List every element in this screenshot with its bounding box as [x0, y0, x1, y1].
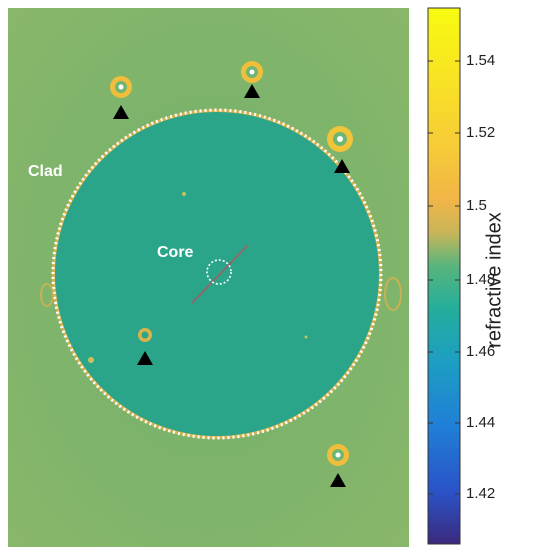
colorbar-tick-label: 1.44 — [466, 414, 496, 431]
colorbar-tick-label: 1.54 — [466, 52, 496, 69]
colorbar-tick-label: 1.52 — [466, 124, 496, 141]
ring-defect — [327, 444, 349, 466]
colorbar-title: refractive index — [483, 212, 506, 348]
colorbar-tick-label: 1.5 — [466, 197, 487, 214]
colorbar-tick-label: 1.48 — [466, 271, 496, 288]
clad-region — [55, 112, 379, 436]
colorbar-tick-label: 1.42 — [466, 485, 496, 502]
clad-label: Clad — [28, 163, 63, 180]
triangle-marker-icon — [334, 159, 350, 173]
triangle-marker-icon — [137, 351, 153, 365]
triangle-marker-icon — [244, 84, 260, 98]
core-dotted-outline — [206, 259, 232, 285]
speckle — [304, 335, 308, 339]
colorbar — [427, 7, 461, 545]
ring-defect — [327, 126, 353, 152]
ring-defect — [138, 328, 152, 342]
core-label: Core — [157, 244, 194, 261]
ring-defect — [241, 61, 263, 83]
ring-defect — [110, 76, 132, 98]
edge-artifact — [384, 277, 402, 311]
edge-artifact — [40, 283, 54, 307]
clad-dotted-outline — [51, 108, 383, 440]
speckle — [182, 192, 186, 196]
colorbar-ticks — [428, 60, 460, 495]
triangle-marker-icon — [330, 473, 346, 487]
speckle — [88, 357, 94, 363]
core-line-profile — [191, 244, 249, 304]
triangle-marker-icon — [113, 105, 129, 119]
colorbar-tick-label: 1.46 — [466, 343, 496, 360]
